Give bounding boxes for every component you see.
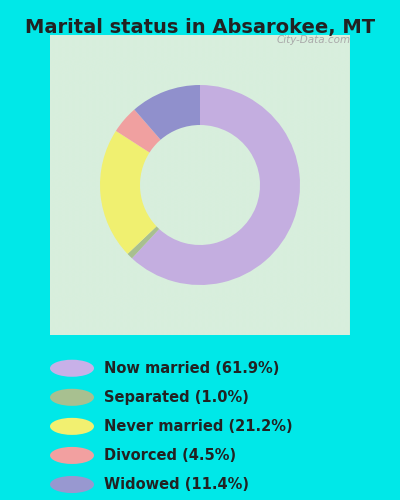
Circle shape — [50, 360, 94, 377]
Text: Widowed (11.4%): Widowed (11.4%) — [104, 477, 249, 492]
Circle shape — [50, 476, 94, 493]
Wedge shape — [100, 131, 156, 254]
Circle shape — [50, 418, 94, 435]
Text: Now married (61.9%): Now married (61.9%) — [104, 361, 279, 376]
Text: Marital status in Absarokee, MT: Marital status in Absarokee, MT — [25, 18, 375, 36]
Circle shape — [50, 389, 94, 406]
Wedge shape — [134, 85, 200, 140]
Wedge shape — [128, 226, 159, 258]
Text: Separated (1.0%): Separated (1.0%) — [104, 390, 249, 405]
Text: City-Data.com: City-Data.com — [276, 34, 350, 44]
Wedge shape — [116, 110, 161, 152]
Text: Divorced (4.5%): Divorced (4.5%) — [104, 448, 236, 463]
Circle shape — [50, 447, 94, 464]
Text: Never married (21.2%): Never married (21.2%) — [104, 419, 293, 434]
Wedge shape — [132, 85, 300, 285]
